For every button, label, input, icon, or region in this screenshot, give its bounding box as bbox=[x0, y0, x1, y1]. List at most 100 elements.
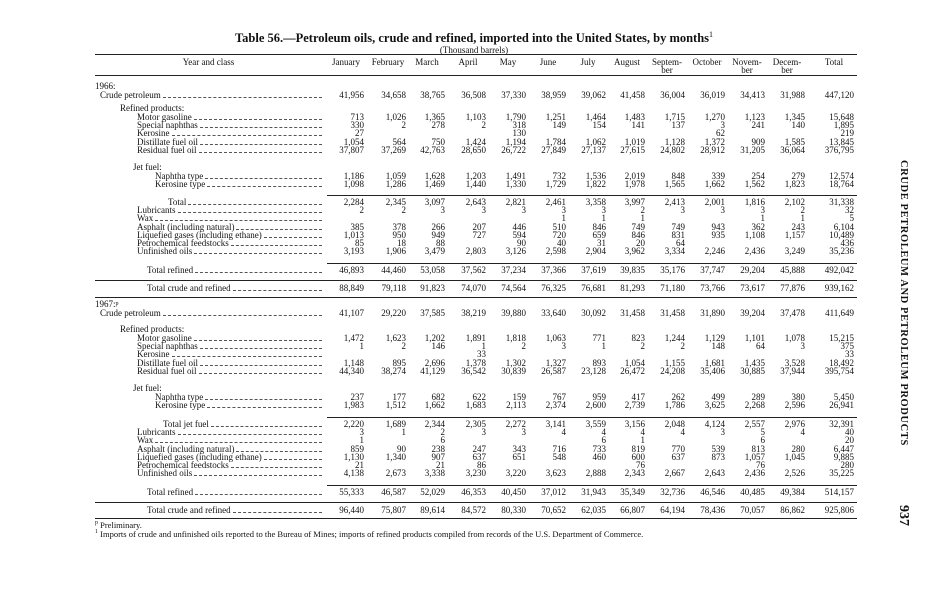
cell: 53,058 bbox=[420, 265, 445, 275]
row-label: Petrochemical feedstocks bbox=[137, 461, 322, 470]
cell: 31,458 bbox=[620, 308, 645, 318]
dot-leader bbox=[207, 401, 322, 408]
dot-leader bbox=[193, 113, 322, 120]
cell: 18,492 bbox=[829, 358, 854, 368]
row-label: Naphtha type bbox=[155, 393, 322, 402]
cell: 38,219 bbox=[461, 308, 486, 318]
cell: 2,904 bbox=[585, 246, 606, 256]
rule bbox=[327, 417, 857, 418]
label-text: Unfinished oils bbox=[137, 468, 193, 478]
cell: 1,062 bbox=[585, 137, 606, 147]
cell: 140 bbox=[791, 120, 806, 130]
cell: 18 bbox=[397, 238, 406, 248]
cell: 380 bbox=[791, 392, 806, 402]
dot-leader bbox=[210, 420, 322, 427]
cell: 254 bbox=[751, 171, 766, 181]
cell: 1 bbox=[800, 213, 806, 223]
cell: 41,458 bbox=[620, 90, 645, 100]
cell: 771 bbox=[592, 333, 607, 343]
cell: 37,234 bbox=[501, 265, 526, 275]
dot-leader bbox=[155, 214, 322, 221]
cell: 4 bbox=[640, 427, 646, 437]
cell: 514,157 bbox=[824, 487, 854, 497]
cell: 1,108 bbox=[744, 230, 765, 240]
row-label: Jet fuel: bbox=[133, 384, 322, 393]
label-text: Refined products: bbox=[120, 103, 185, 113]
label-text: Kerosine type bbox=[155, 400, 206, 410]
row-label: Liquefied gases (including ethane) bbox=[137, 231, 322, 240]
cell: 36,508 bbox=[461, 90, 486, 100]
cell: 1,784 bbox=[545, 137, 566, 147]
cell: 278 bbox=[431, 120, 446, 130]
cell: 749 bbox=[631, 222, 646, 232]
label-text: Liquefied gases (including ethane) bbox=[137, 452, 262, 462]
row-label: Motor gasoline bbox=[137, 334, 322, 343]
cell: 2 bbox=[640, 341, 646, 351]
cell: 819 bbox=[631, 444, 646, 454]
cell: 1 bbox=[601, 213, 607, 223]
label-text: Jet fuel: bbox=[133, 162, 162, 172]
cell: 74,070 bbox=[461, 283, 486, 293]
cell: 28,650 bbox=[461, 145, 486, 155]
table-title: Table 56.—Petroleum oils, crude and refi… bbox=[0, 30, 948, 46]
cell: 89,614 bbox=[420, 505, 445, 515]
cell: 3 bbox=[760, 205, 766, 215]
column-header: Septem- ber bbox=[652, 57, 682, 75]
cell: 1,130 bbox=[343, 452, 364, 462]
cell: 141 bbox=[631, 120, 646, 130]
cell: 2,344 bbox=[424, 419, 445, 429]
cell: 378 bbox=[392, 222, 407, 232]
row-label: Asphalt (including natural) bbox=[137, 445, 322, 454]
column-header: Year and class bbox=[182, 57, 235, 67]
cell: 2 bbox=[481, 120, 487, 130]
dot-leader bbox=[205, 172, 322, 179]
cell: 2,643 bbox=[704, 468, 725, 478]
cell: 460 bbox=[592, 452, 607, 462]
cell: 873 bbox=[711, 452, 726, 462]
cell: 1,662 bbox=[424, 400, 445, 410]
cell: 37,366 bbox=[541, 265, 566, 275]
label-text: Total crude and refined bbox=[147, 505, 231, 515]
cell: 2 bbox=[800, 205, 806, 215]
column-header: May bbox=[499, 57, 517, 67]
cell: 2,598 bbox=[545, 246, 566, 256]
cell: 2,246 bbox=[704, 246, 725, 256]
label-text: Asphalt (including natural) bbox=[137, 222, 235, 232]
cell: 831 bbox=[671, 230, 686, 240]
cell: 539 bbox=[711, 444, 726, 454]
label-text: Distillate fuel oil bbox=[137, 137, 198, 147]
rule bbox=[95, 280, 857, 281]
cell: 713 bbox=[350, 112, 365, 122]
row-label: Total crude and refined bbox=[147, 506, 322, 515]
cell: 1,078 bbox=[784, 333, 805, 343]
cell: 823 bbox=[631, 333, 646, 343]
cell: 241 bbox=[751, 120, 766, 130]
cell: 74,564 bbox=[501, 283, 526, 293]
cell: 1,435 bbox=[744, 358, 765, 368]
label-text: 1967: bbox=[95, 299, 116, 309]
cell: 1,891 bbox=[465, 333, 486, 343]
cell: 262 bbox=[671, 392, 686, 402]
cell: 266 bbox=[431, 222, 446, 232]
cell: 1,244 bbox=[664, 333, 685, 343]
row-label: 1967: p bbox=[95, 300, 322, 309]
cell: 2,019 bbox=[624, 171, 645, 181]
footnote: 1 Imports of crude and unfinished oils r… bbox=[95, 529, 643, 539]
column-header: April bbox=[458, 57, 478, 67]
cell: 30,885 bbox=[740, 366, 765, 376]
cell: 27,137 bbox=[581, 145, 606, 155]
cell: 39,835 bbox=[620, 265, 645, 275]
cell: 1,585 bbox=[784, 137, 805, 147]
dot-leader bbox=[171, 129, 322, 136]
dot-leader bbox=[205, 393, 322, 400]
cell: 1,491 bbox=[505, 171, 526, 181]
cell: 2 bbox=[401, 120, 407, 130]
cell: 4,138 bbox=[343, 468, 364, 478]
column-header: August bbox=[613, 57, 640, 67]
cell: 1 bbox=[601, 341, 607, 351]
cell: 330 bbox=[350, 120, 365, 130]
cell: 2,113 bbox=[506, 400, 526, 410]
cell: 447,120 bbox=[824, 90, 854, 100]
cell: 37,562 bbox=[461, 265, 486, 275]
cell: 36,004 bbox=[660, 90, 685, 100]
